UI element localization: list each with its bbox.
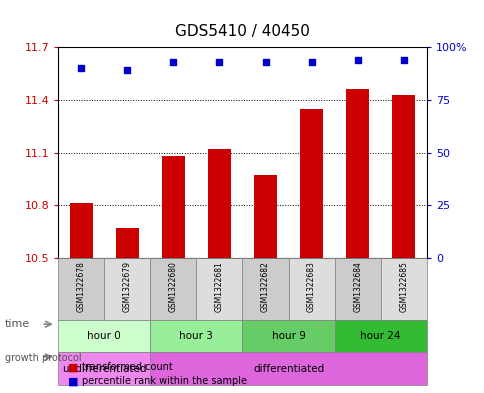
FancyBboxPatch shape	[104, 258, 150, 320]
Bar	[70, 204, 92, 258]
Bar	[116, 228, 138, 258]
FancyBboxPatch shape	[58, 258, 104, 320]
FancyBboxPatch shape	[242, 320, 334, 353]
Text: transformed count: transformed count	[82, 362, 173, 373]
Text: undifferentiated: undifferentiated	[62, 364, 146, 374]
Bar	[162, 156, 184, 258]
FancyBboxPatch shape	[58, 353, 150, 385]
Text: hour 24: hour 24	[360, 331, 400, 341]
Text: ■: ■	[68, 362, 78, 373]
Point	[261, 59, 269, 65]
Point	[169, 59, 177, 65]
FancyBboxPatch shape	[58, 320, 150, 353]
Point	[215, 59, 223, 65]
Text: hour 9: hour 9	[271, 331, 305, 341]
Text: GSM1322685: GSM1322685	[398, 261, 408, 312]
Text: GSM1322681: GSM1322681	[214, 261, 224, 312]
Text: GSM1322678: GSM1322678	[76, 261, 86, 312]
Text: differentiated: differentiated	[253, 364, 323, 374]
Bar	[254, 175, 276, 258]
FancyBboxPatch shape	[334, 320, 426, 353]
Bar	[392, 95, 414, 258]
Point	[353, 57, 361, 63]
Text: hour 3: hour 3	[179, 331, 213, 341]
FancyBboxPatch shape	[334, 258, 380, 320]
Bar	[208, 149, 230, 258]
FancyBboxPatch shape	[242, 258, 288, 320]
FancyBboxPatch shape	[150, 320, 242, 353]
Point	[77, 65, 85, 72]
Text: GSM1322683: GSM1322683	[306, 261, 316, 312]
Text: GSM1322682: GSM1322682	[260, 261, 270, 312]
Text: growth protocol: growth protocol	[5, 353, 81, 363]
FancyBboxPatch shape	[288, 258, 334, 320]
Text: GSM1322679: GSM1322679	[122, 261, 132, 312]
FancyBboxPatch shape	[150, 353, 426, 385]
Bar	[300, 108, 322, 258]
FancyBboxPatch shape	[196, 258, 242, 320]
FancyBboxPatch shape	[380, 258, 426, 320]
Text: percentile rank within the sample: percentile rank within the sample	[82, 376, 247, 386]
FancyBboxPatch shape	[150, 258, 196, 320]
Point	[399, 57, 407, 63]
Text: GSM1322680: GSM1322680	[168, 261, 178, 312]
Bar	[346, 89, 368, 258]
Text: GSM1322684: GSM1322684	[352, 261, 362, 312]
Point	[307, 59, 315, 65]
Text: GDS5410 / 40450: GDS5410 / 40450	[175, 24, 309, 39]
Text: ■: ■	[68, 376, 78, 386]
Text: time: time	[5, 319, 30, 329]
Text: hour 0: hour 0	[87, 331, 121, 341]
Point	[123, 67, 131, 73]
